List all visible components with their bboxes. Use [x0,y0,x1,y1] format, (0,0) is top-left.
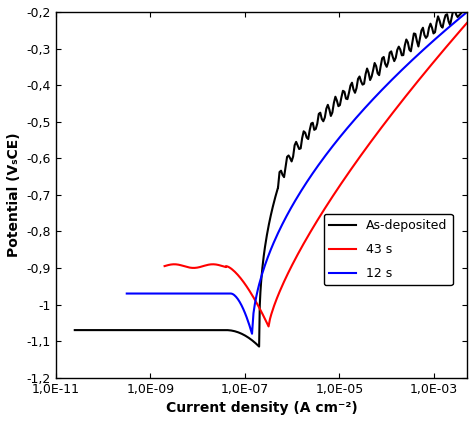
43 s [451,35,457,40]
12 s [414,54,419,59]
12 s [124,291,129,296]
43 s [415,78,421,84]
12 s [249,331,255,336]
As-deposited [323,106,329,111]
12 s [319,159,324,164]
As-deposited [256,344,262,349]
Line: As-deposited: As-deposited [75,0,474,346]
X-axis label: Current density (A cm⁻²): Current density (A cm⁻²) [165,401,357,415]
43 s [264,321,270,326]
43 s [214,262,220,267]
43 s [408,87,414,92]
As-deposited [455,14,461,19]
As-deposited [72,327,78,333]
As-deposited [384,64,390,69]
Line: 12 s: 12 s [127,12,467,334]
12 s [231,292,237,298]
43 s [162,264,167,269]
43 s [472,11,474,16]
As-deposited [267,216,273,221]
43 s [266,324,272,329]
12 s [464,9,470,14]
Line: 43 s: 43 s [164,12,474,327]
12 s [142,291,147,296]
As-deposited [261,254,266,259]
Y-axis label: Potential (VₛCE): Potential (VₛCE) [7,133,21,257]
12 s [396,70,402,75]
As-deposited [450,8,456,13]
Legend: As-deposited, 43 s, 12 s: As-deposited, 43 s, 12 s [324,214,453,285]
As-deposited [471,0,474,1]
12 s [256,281,262,287]
